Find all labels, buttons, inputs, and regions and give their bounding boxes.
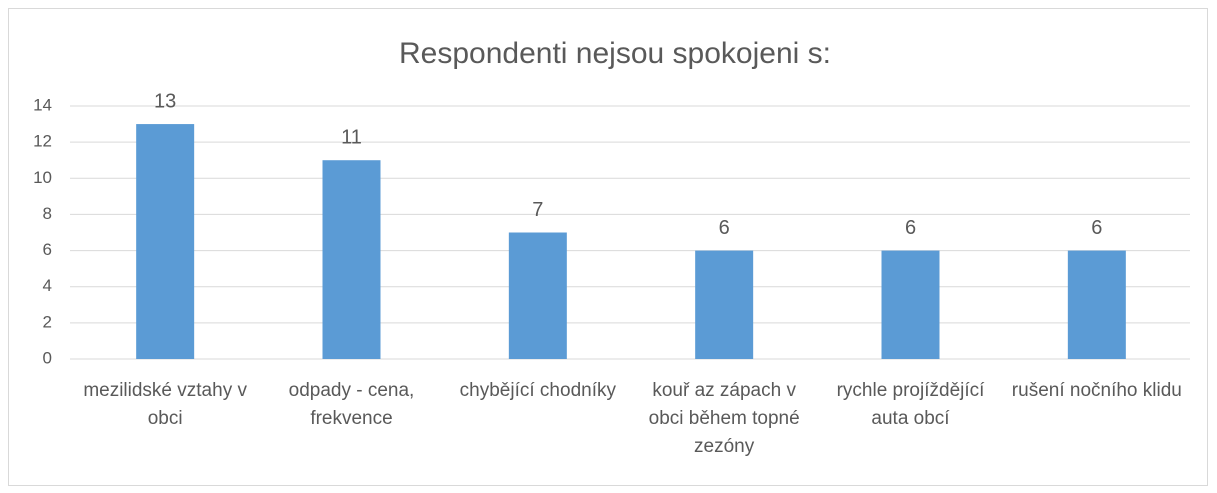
bar (1067, 250, 1126, 359)
x-tick-label: rychle projíždějící auta obcí (836, 380, 985, 429)
y-tick-label: 10 (33, 168, 52, 187)
data-label: 6 (905, 217, 916, 239)
y-tick-label: 6 (43, 240, 52, 259)
bar (508, 232, 567, 359)
data-label: 6 (1091, 217, 1102, 239)
x-tick-label: mezilidské vztahy v obci (83, 380, 247, 429)
bar (322, 160, 381, 359)
data-label: 13 (154, 90, 176, 112)
x-tick-label: chybějící chodníky (459, 380, 616, 401)
y-tick-label: 14 (33, 95, 52, 114)
y-tick-label: 0 (43, 348, 52, 367)
bar (695, 250, 754, 359)
x-tick-label: odpady - cena, frekvence (288, 380, 415, 429)
data-label: 11 (341, 126, 362, 148)
y-tick-label: 12 (33, 132, 52, 151)
data-label: 6 (719, 217, 730, 239)
chart-border (8, 8, 1208, 486)
y-tick-label: 4 (43, 276, 52, 295)
x-tick-label: kouř az zápach v obci během topné zezóny (648, 380, 800, 457)
bar (881, 250, 940, 359)
data-label: 7 (532, 199, 543, 221)
y-tick-label: 2 (43, 312, 52, 331)
x-tick-label: rušení nočního klidu (1011, 380, 1182, 401)
bar (136, 124, 195, 359)
chart-title: Respondenti nejsou spokojeni s: (399, 37, 831, 70)
y-tick-label: 8 (43, 204, 52, 223)
